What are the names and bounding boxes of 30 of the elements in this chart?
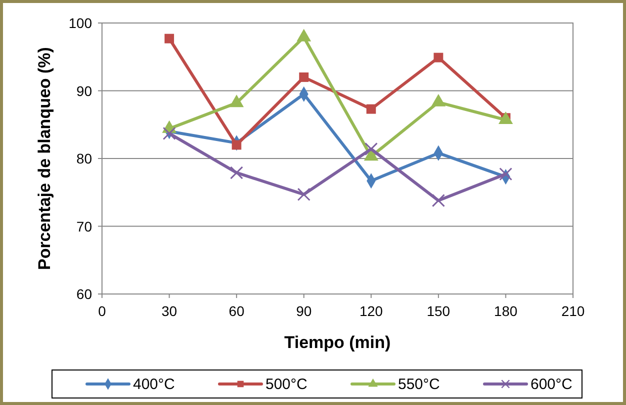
x-tick-label: 60 [228,303,245,319]
point [164,34,174,44]
x-tick-label: 120 [359,303,384,319]
point [230,166,244,180]
point [297,188,310,201]
y-tick-label: 70 [76,218,92,234]
x-axis-title: Tiempo (min) [284,333,391,352]
x-tick-label: 150 [426,303,450,319]
x-tick-label: 210 [561,303,585,319]
y-axis-title: Porcentaje de blanqueo (%) [35,47,54,270]
x-tick-label: 90 [296,303,312,319]
legend-label: 600°C [530,376,573,393]
y-tick-label: 100 [68,15,92,31]
point [299,72,309,82]
x-tick-label: 180 [494,303,518,319]
legend-label: 500°C [266,376,308,393]
legend-label: 400°C [133,376,176,393]
point [364,142,378,156]
point [232,140,242,150]
point [162,126,176,140]
y-tick-label: 60 [76,286,92,302]
x-tick-label: 30 [161,303,178,319]
y-tick-label: 80 [76,150,92,166]
point [499,168,512,181]
x-tick-label: 0 [98,303,106,319]
point [434,52,444,62]
point [432,194,445,208]
y-tick-label: 90 [76,82,92,99]
legend-label: 550°C [398,376,440,393]
point [366,104,376,114]
